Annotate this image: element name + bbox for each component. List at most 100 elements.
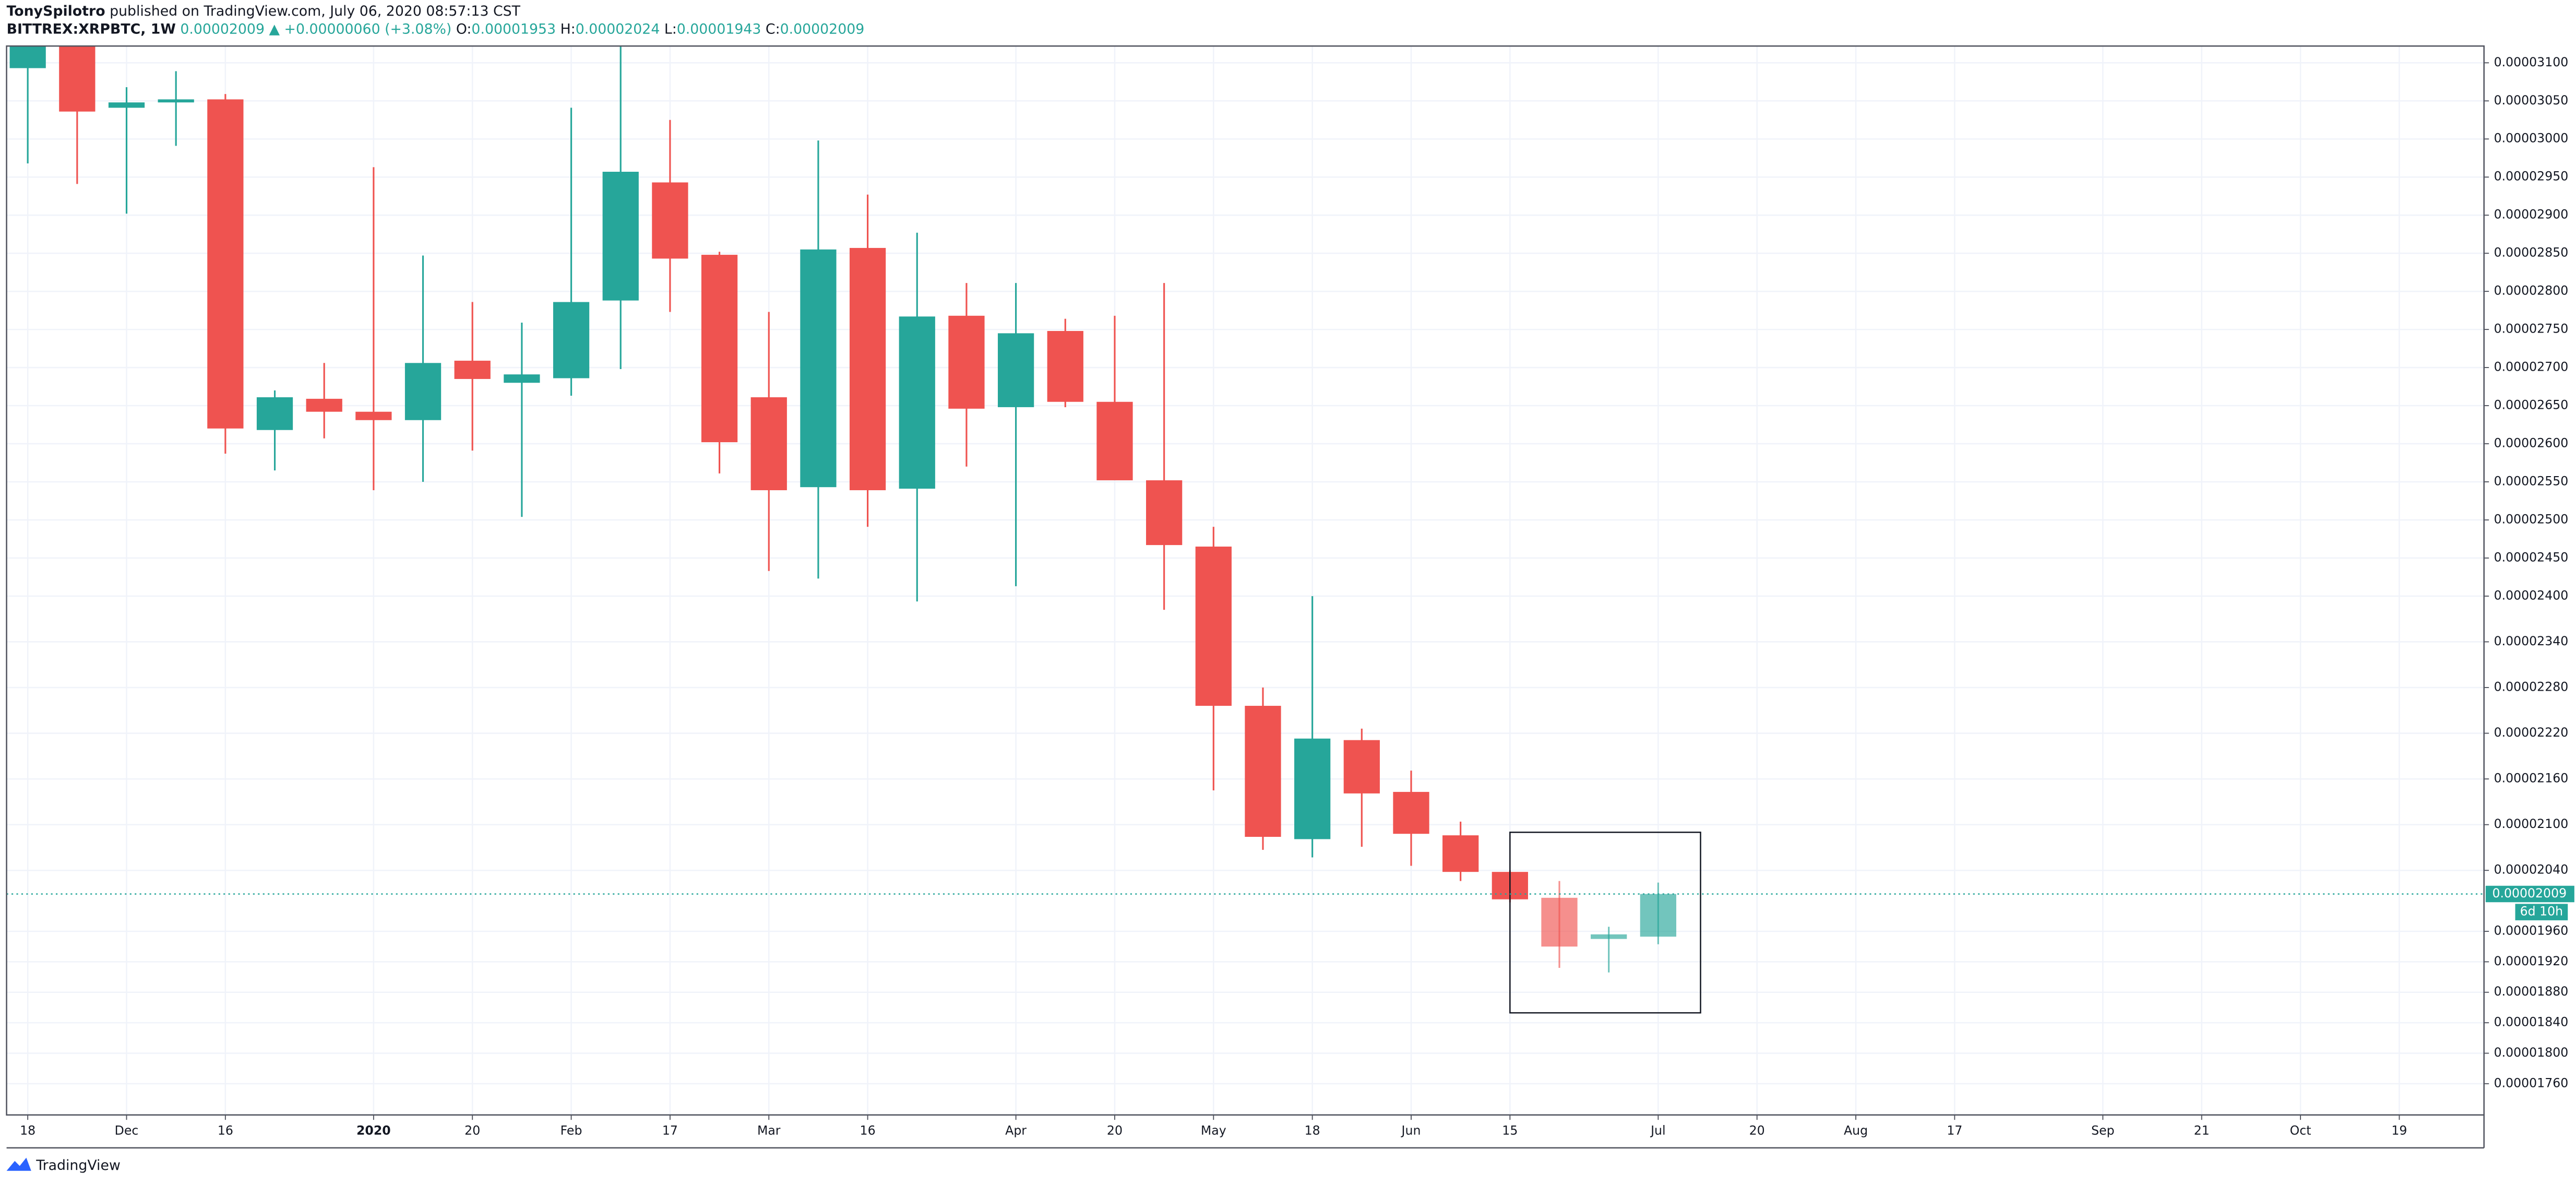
x-tick-label: Apr xyxy=(1005,1123,1027,1138)
x-tick-label: 17 xyxy=(1947,1123,1962,1138)
x-tick-label: 16 xyxy=(860,1123,876,1138)
footer-brand: TradingView xyxy=(35,1157,121,1174)
x-tick-label: 18 xyxy=(20,1123,35,1138)
x-tick-label: 16 xyxy=(218,1123,233,1138)
candle-body xyxy=(108,102,145,108)
candle-body xyxy=(1096,401,1133,481)
axes: 0.00003100 0.00003050 0.00003000 0.00002950… xyxy=(6,45,2574,1149)
footer-logo: TradingView xyxy=(6,1157,121,1174)
publisher: TonySpilotro xyxy=(7,3,105,19)
candle-body xyxy=(701,255,738,443)
candle-body xyxy=(1294,738,1331,839)
y-tick-label: 0.00002650 xyxy=(2494,398,2569,412)
candle-body xyxy=(602,171,639,301)
candle-body xyxy=(9,46,46,68)
ohlc-value: 0.00002009 xyxy=(780,21,865,37)
x-tick-label: Sep xyxy=(2091,1123,2114,1138)
logo-icon xyxy=(6,1157,31,1171)
y-tick-label: 0.00002340 xyxy=(2494,634,2569,648)
x-tick-label: 2020 xyxy=(356,1123,391,1138)
y-tick-label: 0.00002450 xyxy=(2494,550,2569,564)
ohlc-key: C: xyxy=(766,21,780,37)
y-tick-label: 0.00001920 xyxy=(2494,954,2569,968)
y-tick-label: 0.00001840 xyxy=(2494,1015,2569,1029)
x-tick-label: 15 xyxy=(1502,1123,1518,1138)
x-tick-label: 20 xyxy=(464,1123,480,1138)
x-tick-label: Mar xyxy=(757,1123,781,1138)
x-tick-label: 21 xyxy=(2194,1123,2210,1138)
plot xyxy=(6,46,2484,1014)
candle-body xyxy=(1640,894,1676,937)
candle-body xyxy=(158,99,194,103)
candle-body xyxy=(652,182,688,259)
y-tick-label: 0.00002400 xyxy=(2494,588,2569,602)
y-tick-label: 0.00001880 xyxy=(2494,984,2569,999)
y-tick-label: 0.00002040 xyxy=(2494,862,2569,877)
x-tick-label: Feb xyxy=(560,1123,582,1138)
candle-body xyxy=(899,316,935,489)
candle-body xyxy=(1591,934,1627,939)
candle-body xyxy=(306,398,342,412)
candle-body xyxy=(1343,740,1380,794)
header-line-2: BITTREX:XRPBTC, 1W 0.00002009 ▲ +0.00000… xyxy=(7,21,865,37)
x-tick-label: Oct xyxy=(2290,1123,2311,1138)
ohlc-value: 0.00001943 xyxy=(677,21,761,37)
y-tick-label: 0.00002100 xyxy=(2494,816,2569,831)
x-tick-label: Dec xyxy=(115,1123,139,1138)
header-line-1: TonySpilotro published on TradingView.co… xyxy=(7,3,521,19)
grid xyxy=(6,46,2484,1115)
x-tick-label: 19 xyxy=(2391,1123,2407,1138)
y-tick-label: 0.00003050 xyxy=(2494,93,2569,108)
x-tick-label: Jun xyxy=(1401,1123,1421,1138)
x-tick-label: Aug xyxy=(1844,1123,1868,1138)
candle-body xyxy=(1393,791,1429,834)
candle-body xyxy=(355,411,392,420)
y-tick-label: 0.00003000 xyxy=(2494,131,2569,146)
candle-body xyxy=(1442,835,1479,872)
candle-body xyxy=(553,302,590,378)
x-tick-label: Jul xyxy=(1650,1123,1665,1138)
y-tick-label: 0.00002900 xyxy=(2494,207,2569,222)
candle-body xyxy=(504,374,540,383)
y-tick-label: 0.00002160 xyxy=(2494,771,2569,786)
candle-body xyxy=(207,99,244,429)
y-tick-label: 0.00002500 xyxy=(2494,512,2569,526)
last-price-box xyxy=(2485,885,2574,903)
candle-body xyxy=(1146,480,1183,546)
candle-body xyxy=(997,333,1034,407)
candle-body xyxy=(404,363,442,420)
candle-body xyxy=(800,249,837,488)
symbol: BITTREX:XRPBTC, 1W xyxy=(7,21,176,37)
y-tick-label: 0.00001760 xyxy=(2494,1075,2569,1090)
y-tick-label: 0.00002800 xyxy=(2494,283,2569,298)
candle-body xyxy=(1047,331,1083,402)
candle-body xyxy=(1195,547,1232,706)
price: 0.00002009 xyxy=(180,21,265,37)
published: published on TradingView.com, July 06, 2… xyxy=(110,3,521,19)
countdown-label: 6d 10h xyxy=(2520,904,2563,919)
plot-frame xyxy=(6,45,2485,1116)
candle-body xyxy=(948,315,985,409)
y-tick-label: 0.00001800 xyxy=(2494,1045,2569,1060)
last-price-label: 0.00002009 xyxy=(2492,886,2567,901)
y-tick-label: 0.00003100 xyxy=(2494,55,2569,69)
ohlc-key: O: xyxy=(456,21,472,37)
y-tick-label: 0.00002550 xyxy=(2494,473,2569,488)
candle-body xyxy=(750,397,787,491)
candle-body xyxy=(59,46,96,112)
x-tick-label: 17 xyxy=(662,1123,678,1138)
candle-body xyxy=(256,397,293,430)
ohlc-key: L: xyxy=(664,21,677,37)
candle-body xyxy=(849,247,886,491)
x-tick-label: 20 xyxy=(1749,1123,1765,1138)
candle-body xyxy=(1541,897,1578,947)
y-tick-label: 0.00002280 xyxy=(2494,679,2569,694)
x-tick-label: 18 xyxy=(1305,1123,1320,1138)
x-tick-label: May xyxy=(1201,1123,1226,1138)
y-tick-label: 0.00002700 xyxy=(2494,360,2569,374)
annotation-rectangle xyxy=(1509,832,1701,1014)
candle-body xyxy=(454,360,491,379)
ohlc-value: 0.00002024 xyxy=(576,21,660,37)
